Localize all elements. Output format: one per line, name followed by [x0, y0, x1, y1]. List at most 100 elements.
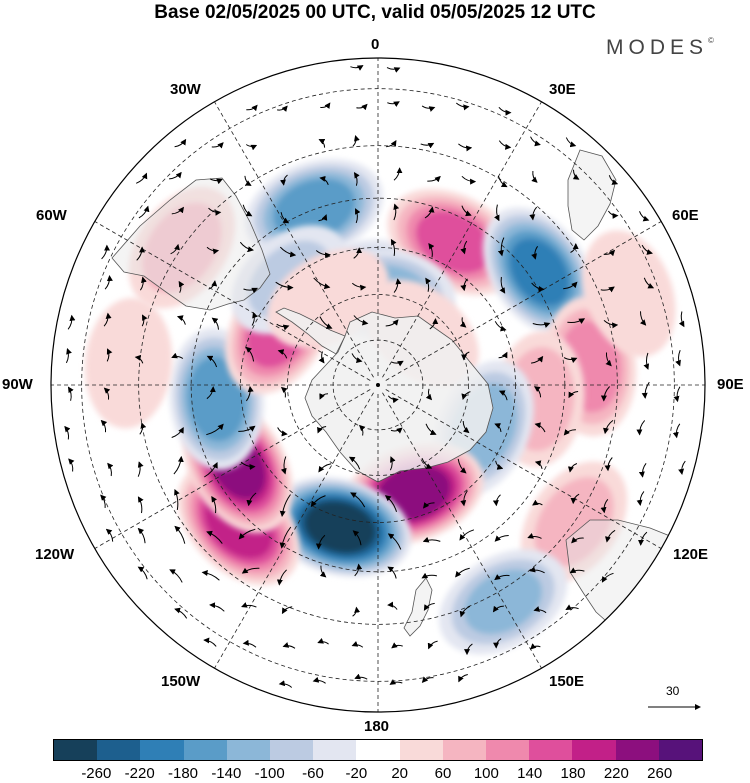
wind-vector — [282, 642, 296, 649]
meridian-line — [385, 389, 690, 566]
wind-vector — [567, 318, 586, 324]
wind-vector — [600, 386, 610, 402]
meridian-line — [382, 392, 559, 697]
anomaly-contour — [509, 238, 570, 306]
latitude-circle — [138, 145, 618, 625]
wind-vector — [534, 422, 546, 433]
wind-vector — [352, 606, 361, 617]
wind-vector — [563, 429, 576, 436]
wind-vector — [641, 244, 653, 255]
wind-vector — [203, 637, 217, 647]
wind-vector — [355, 208, 361, 224]
wind-vector — [391, 360, 404, 367]
wind-vector — [137, 527, 146, 544]
wind-vector — [641, 381, 650, 399]
wind-vector — [169, 569, 183, 583]
wind-vector — [105, 528, 114, 542]
meridian-line — [66, 204, 371, 381]
wind-vector — [533, 386, 542, 398]
wind-vector — [459, 529, 475, 541]
wind-vector — [497, 175, 508, 188]
wind-vector — [387, 101, 400, 107]
wind-vector — [420, 142, 435, 149]
wind-vector — [317, 638, 329, 645]
wind-vector — [245, 385, 254, 402]
wind-vector — [639, 311, 647, 326]
wind-vector — [176, 315, 186, 325]
wind-vector — [317, 426, 327, 434]
wind-vector — [421, 458, 433, 469]
brand-logo: MODES© — [606, 36, 714, 60]
wind-vector — [171, 352, 184, 359]
colorbar-swatch — [442, 740, 487, 760]
wind-vector — [238, 528, 256, 540]
wind-vector — [68, 458, 75, 472]
wind-vector — [279, 494, 291, 517]
wind-vector — [455, 567, 470, 578]
wind-vector — [246, 144, 258, 151]
wind-vector — [531, 282, 545, 292]
wind-vector — [425, 277, 432, 292]
wind-vector — [532, 322, 551, 328]
wind-vector — [106, 348, 113, 362]
wind-vector — [638, 462, 647, 478]
wind-vector — [312, 676, 326, 684]
wind-vector — [428, 242, 435, 258]
wind-vector — [64, 425, 71, 440]
wind-vector — [350, 65, 364, 71]
wind-vector — [209, 602, 225, 612]
wind-vector — [495, 460, 504, 470]
wind-vector — [425, 423, 437, 435]
wind-vector — [493, 638, 502, 649]
colorbar-swatch — [658, 740, 703, 760]
wind-vector — [498, 390, 508, 401]
wind-vector — [532, 499, 543, 506]
wind-vector — [136, 246, 146, 261]
wind-vector — [387, 566, 397, 579]
wind-vector — [607, 210, 619, 219]
wind-vector — [603, 320, 619, 329]
wind-vector — [206, 386, 216, 400]
positive-anomaly — [520, 461, 628, 584]
wind-vector — [103, 387, 111, 400]
wind-vector — [600, 286, 615, 293]
wind-vector — [280, 386, 288, 398]
colorbar-tick-label: -180 — [167, 765, 199, 782]
wind-vector — [206, 355, 218, 368]
wind-vector — [352, 135, 360, 147]
wind-vector — [421, 676, 434, 683]
wind-vector — [101, 244, 111, 260]
antarctic-peninsula — [275, 307, 346, 355]
wind-vector — [498, 351, 508, 359]
wind-vector — [459, 317, 467, 328]
wind-vector — [570, 243, 579, 253]
longitude-label-30e: 30E — [549, 81, 576, 98]
wind-vector — [174, 488, 180, 510]
wind-vector — [137, 566, 148, 580]
wind-vector — [67, 314, 76, 330]
wind-vector — [351, 282, 367, 291]
wind-vector — [492, 494, 501, 507]
wind-vector — [319, 393, 329, 400]
colorbar-tick-label: -100 — [254, 765, 285, 782]
colorbar-tick-label: 140 — [517, 765, 543, 782]
anomaly-contour — [415, 210, 493, 274]
wind-vector — [241, 567, 260, 574]
wind-vector — [461, 351, 470, 361]
wind-vector — [421, 572, 438, 579]
wind-vector — [608, 175, 619, 185]
wind-vector — [277, 427, 288, 437]
colorbar-swatch — [183, 740, 227, 760]
colorbar-tick-label: 100 — [473, 765, 499, 782]
wind-vector — [319, 175, 329, 185]
wind-vector — [356, 103, 368, 111]
colorbar-tick-label: -260 — [81, 765, 112, 782]
wind-vector — [675, 350, 681, 367]
wind-vector — [455, 102, 470, 111]
wind-vector — [565, 137, 577, 148]
wind-vector — [171, 427, 184, 438]
wind-vector — [208, 207, 222, 216]
wind-vector — [534, 460, 543, 470]
meridian-line — [197, 392, 374, 697]
reference-vector-arrow — [648, 704, 701, 710]
